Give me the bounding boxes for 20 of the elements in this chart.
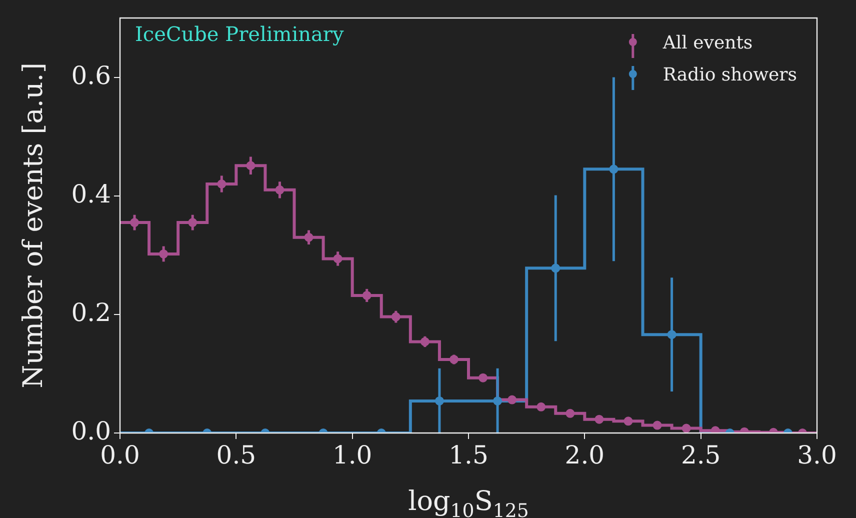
annotation: IceCube Preliminary [135, 22, 344, 46]
x-tick-label: 2.0 [564, 440, 605, 470]
x-tick-label: 3.0 [797, 440, 837, 470]
y-tick-label: 0.2 [71, 298, 111, 327]
y-axis-title: Number of events [a.u.] [18, 62, 49, 388]
point [710, 426, 720, 433]
x-tick-label: 2.5 [680, 440, 721, 470]
point [594, 414, 604, 424]
point [682, 424, 691, 433]
y-tick-label: 0.6 [71, 60, 111, 90]
legend-label: Radio showers [662, 64, 798, 86]
x-tick-label: 1.0 [332, 440, 372, 470]
point [624, 416, 633, 426]
y-tick-label: 0.4 [71, 179, 111, 208]
point [652, 420, 662, 430]
legend-label: All events [662, 32, 753, 54]
x-tick-label: 0.5 [216, 440, 256, 470]
x-tick-label: 1.5 [448, 440, 488, 470]
point [566, 408, 575, 418]
point [536, 402, 546, 412]
